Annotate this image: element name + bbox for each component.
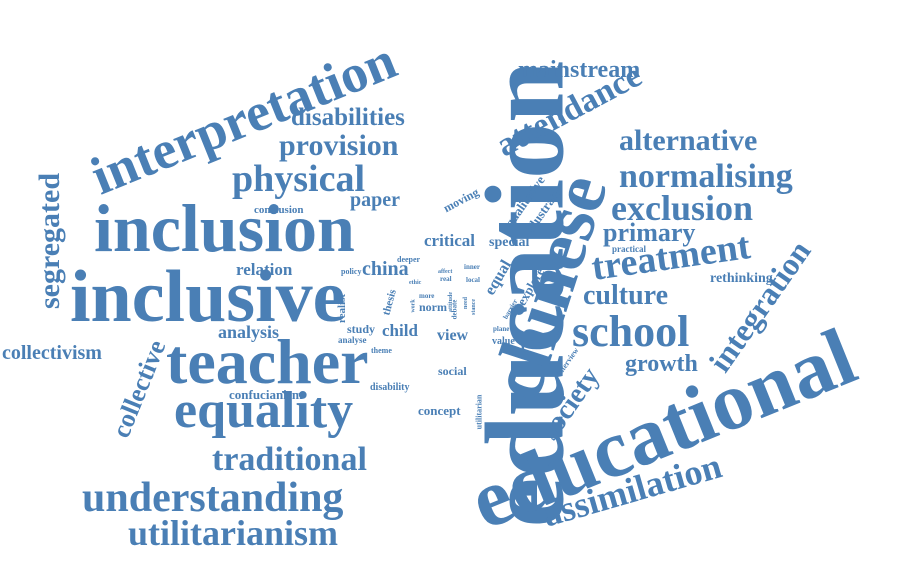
word-plane: plane: [493, 325, 510, 333]
word-work: work: [410, 299, 417, 313]
word-realist: realist: [336, 293, 349, 324]
word-local: local: [466, 276, 480, 284]
word-social: social: [438, 364, 467, 378]
word-attitude: attitude: [448, 292, 454, 312]
word-relation: relation: [236, 260, 293, 279]
word-value: value: [492, 336, 515, 347]
word-alternative: alternative: [619, 124, 758, 157]
word-disability: disability: [370, 382, 410, 393]
word-mainstream: mainstream: [518, 57, 641, 83]
word-norm: norm: [419, 300, 447, 314]
word-theme: theme: [371, 346, 392, 355]
word-deeper: deeper: [397, 255, 421, 264]
word-real: real: [440, 275, 452, 283]
word-more: more: [419, 292, 435, 300]
word-disabilities: disabilities: [291, 104, 405, 131]
word-confucianism: confucianism: [229, 387, 303, 402]
word-traditional: traditional: [212, 441, 367, 478]
word-stance: stance: [471, 299, 477, 315]
word-normalising: normalising: [619, 158, 793, 195]
word-study: study: [347, 322, 376, 336]
word-analysis: analysis: [218, 322, 280, 342]
word-affect: affect: [438, 269, 453, 275]
word-thesis: thesis: [380, 288, 399, 317]
word-rethinking: rethinking: [710, 271, 773, 286]
word-ethic: ethic: [409, 280, 422, 286]
word-practical: practical: [612, 244, 646, 254]
word-teacher: teacher: [166, 326, 369, 397]
word-policy: policy: [341, 267, 362, 276]
word-growth: growth: [625, 351, 698, 377]
word-conclusion: conclusion: [254, 204, 304, 216]
word-segregated: segregated: [33, 172, 67, 310]
word-understanding: understanding: [82, 475, 344, 521]
word-inner: inner: [464, 263, 480, 271]
word-special: special: [489, 235, 530, 250]
word-culture: culture: [583, 280, 669, 311]
word-critical: critical: [424, 231, 475, 250]
word-physical: physical: [232, 158, 366, 200]
word-utilitarian: utilitarian: [474, 394, 484, 430]
word-utilitarianism: utilitarianism: [128, 513, 339, 553]
word-collective: collective: [106, 335, 172, 442]
word-equality: equality: [174, 382, 354, 439]
word-view: view: [437, 327, 469, 344]
word-school: school: [572, 307, 690, 356]
word-inclusion: inclusion: [94, 190, 355, 266]
word-exclusion: exclusion: [611, 188, 754, 228]
word-need: need: [463, 297, 469, 309]
word-paper: paper: [350, 189, 400, 211]
word-inclusive: inclusive: [70, 256, 346, 338]
word-primary: primary: [603, 218, 696, 247]
word-provision: provision: [279, 129, 399, 162]
word-concept: concept: [418, 403, 461, 418]
word-analyse: analyse: [338, 335, 367, 345]
word-collectivism: collectivism: [2, 342, 102, 364]
word-child: child: [382, 321, 418, 340]
word-china: china: [362, 258, 409, 280]
